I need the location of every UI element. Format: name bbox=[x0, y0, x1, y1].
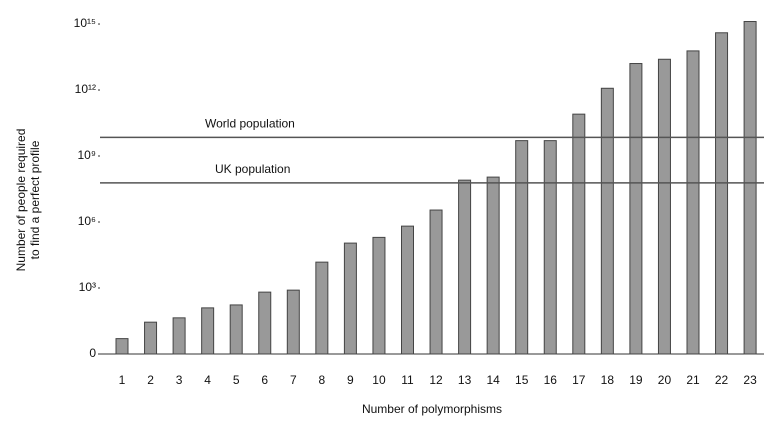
x-tick-label: 22 bbox=[715, 373, 729, 387]
bar bbox=[201, 307, 215, 355]
x-tick-label: 23 bbox=[743, 373, 757, 387]
bar bbox=[144, 321, 158, 355]
bar bbox=[286, 289, 300, 355]
x-tick-label: 16 bbox=[544, 373, 558, 387]
bar bbox=[429, 209, 443, 355]
x-tick-label: 19 bbox=[629, 373, 643, 387]
y-tick-label: 10¹⁵ bbox=[74, 16, 96, 30]
x-tick-label: 7 bbox=[290, 373, 297, 387]
y-axis-label: to find a perfect profile bbox=[28, 140, 42, 259]
x-tick-label: 12 bbox=[429, 373, 443, 387]
bar bbox=[657, 58, 671, 355]
x-tick-label: 3 bbox=[176, 373, 183, 387]
bar bbox=[715, 32, 729, 355]
x-tick-label: 1 bbox=[119, 373, 126, 387]
bar bbox=[629, 63, 643, 355]
bar bbox=[172, 317, 186, 355]
x-tick-label: 13 bbox=[458, 373, 472, 387]
bar bbox=[572, 113, 586, 355]
y-axis-label: Number of people required bbox=[14, 129, 28, 272]
x-tick-label: 17 bbox=[572, 373, 586, 387]
x-tick-label: 20 bbox=[658, 373, 672, 387]
x-tick-label: 14 bbox=[486, 373, 500, 387]
bar bbox=[458, 179, 472, 355]
y-tick-label: 10⁶ bbox=[78, 214, 96, 228]
bar bbox=[372, 236, 386, 355]
x-tick-label: 15 bbox=[515, 373, 529, 387]
x-tick-label: 9 bbox=[347, 373, 354, 387]
y-tick-label: 10¹² bbox=[75, 82, 96, 96]
bar bbox=[229, 304, 243, 355]
x-tick-label: 11 bbox=[401, 373, 414, 387]
x-tick-label: 5 bbox=[233, 373, 240, 387]
x-tick-label: 2 bbox=[147, 373, 154, 387]
x-axis-label: Number of polymorphisms bbox=[362, 402, 502, 416]
reference-label: World population bbox=[205, 117, 295, 131]
bar bbox=[600, 87, 614, 355]
y-tick-label: 10³ bbox=[79, 280, 96, 294]
bar bbox=[543, 140, 557, 355]
x-tick-label: 6 bbox=[261, 373, 268, 387]
bar bbox=[343, 242, 357, 355]
x-tick-label: 10 bbox=[372, 373, 386, 387]
y-tick-label: 0 bbox=[89, 346, 96, 360]
x-tick-label: 4 bbox=[204, 373, 211, 387]
bar bbox=[115, 338, 129, 355]
x-tick-label: 18 bbox=[601, 373, 615, 387]
bar bbox=[743, 21, 757, 355]
bar bbox=[686, 50, 700, 355]
bar bbox=[401, 225, 414, 355]
y-tick-label: 10⁹ bbox=[78, 148, 97, 162]
reference-label: UK population bbox=[215, 162, 290, 176]
bar bbox=[258, 291, 272, 355]
bar bbox=[315, 261, 329, 355]
x-tick-label: 8 bbox=[319, 373, 326, 387]
bar bbox=[515, 140, 529, 355]
bar bbox=[486, 176, 500, 355]
x-tick-label: 21 bbox=[686, 373, 700, 387]
